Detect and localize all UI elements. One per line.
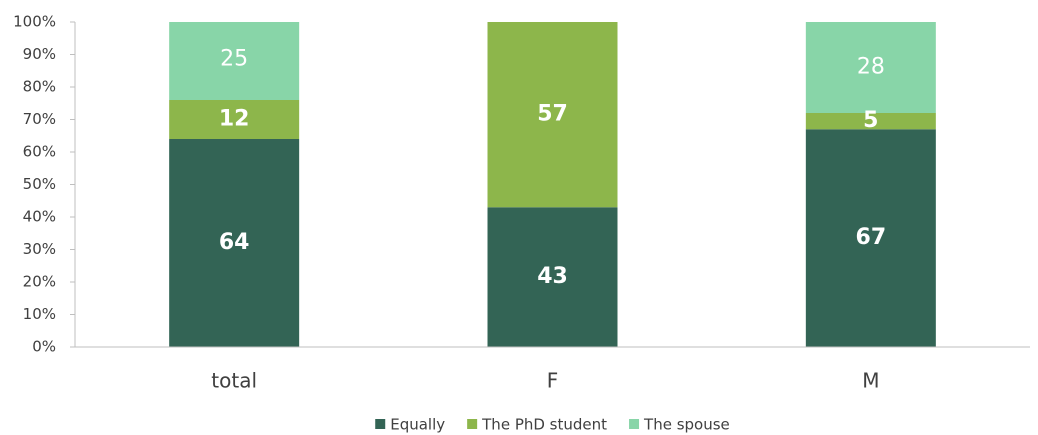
bar-segment <box>487 22 618 208</box>
data-label: 43 <box>537 264 568 289</box>
y-tick-label: 20% <box>23 273 56 291</box>
data-label: 64 <box>219 230 250 255</box>
y-tick-label: 90% <box>23 45 56 63</box>
y-tick-label: 30% <box>23 240 56 258</box>
y-tick-label: 70% <box>23 110 56 128</box>
plot-area <box>169 22 936 347</box>
data-label: 25 <box>220 46 248 71</box>
y-tick-label: 0% <box>32 338 56 356</box>
bar-segment <box>487 207 618 347</box>
legend: Equally The PhD student The spouse <box>375 416 730 434</box>
data-label: 57 <box>537 102 568 127</box>
bar-segment <box>805 22 936 113</box>
y-tick-label: 60% <box>23 143 56 161</box>
legend-swatch <box>467 419 478 429</box>
legend-swatch <box>375 419 386 429</box>
x-tick-label: M <box>862 369 879 393</box>
data-label: 67 <box>856 225 887 250</box>
y-tick-label: 50% <box>23 175 56 193</box>
x-tick-label: total <box>211 369 257 393</box>
bar-segment <box>805 113 936 130</box>
legend-label: The PhD student <box>481 416 607 434</box>
bar-segment <box>169 100 300 139</box>
legend-swatch <box>629 419 640 429</box>
bar-segment <box>169 139 300 347</box>
data-label: 12 <box>219 107 250 132</box>
y-tick-label: 80% <box>23 78 56 96</box>
bar-segment <box>805 129 936 347</box>
y-tick-label: 100% <box>13 13 56 31</box>
y-tick-label: 10% <box>23 305 56 323</box>
bar-segment <box>169 22 300 100</box>
x-tick-label: F <box>547 369 559 393</box>
y-tick-label: 40% <box>23 208 56 226</box>
data-label: 5 <box>863 108 878 133</box>
legend-label: Equally <box>390 416 445 434</box>
legend-label: The spouse <box>643 416 730 434</box>
data-label: 28 <box>857 55 885 80</box>
